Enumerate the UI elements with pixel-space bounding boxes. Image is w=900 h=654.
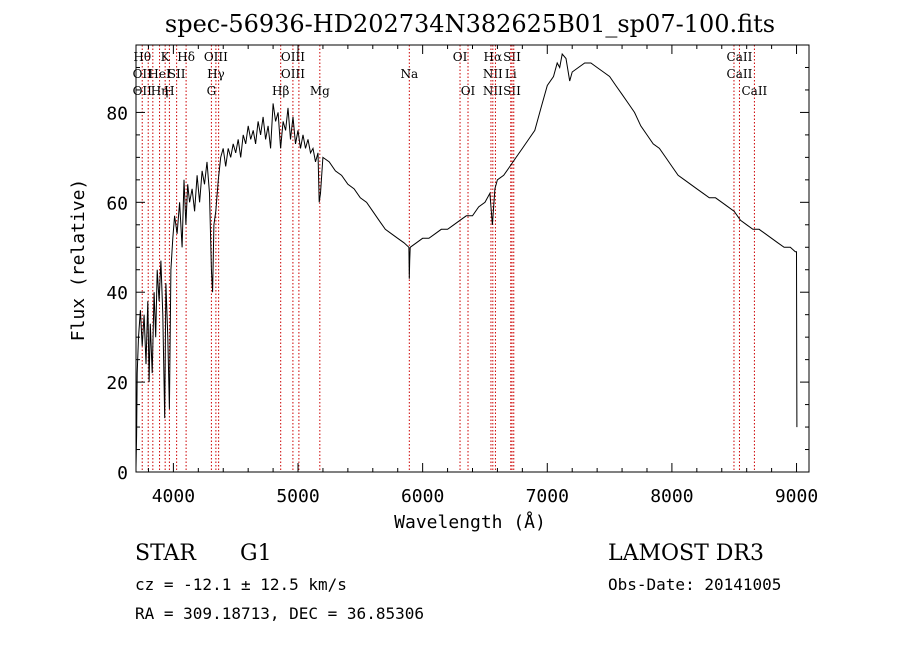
- marker-label: OII: [133, 67, 153, 81]
- plot-frame: [135, 44, 810, 473]
- marker-label: OIII: [281, 67, 305, 81]
- subclass-label: G1: [240, 541, 272, 566]
- y-tick-label: 20: [106, 373, 128, 394]
- x-tick-label: 4000: [152, 486, 195, 507]
- x-tick-label: 7000: [526, 486, 569, 507]
- marker-label: G: [207, 84, 217, 98]
- marker-label: Hθ: [133, 50, 151, 64]
- marker-label: Hη: [151, 84, 169, 98]
- class-label: STAR: [135, 541, 197, 566]
- x-tick-label: 6000: [401, 486, 444, 507]
- marker-label: CaII: [727, 50, 753, 64]
- marker-label: NII: [483, 84, 503, 98]
- y-tick-label: 0: [117, 463, 128, 484]
- marker-label: H: [164, 84, 174, 98]
- y-axis-label: Flux (relative): [68, 179, 89, 342]
- y-axis-ticks: 0 20 40 60 80: [106, 66, 809, 484]
- x-axis-ticks: 4000 5000 6000 7000 8000 9000: [147, 45, 818, 507]
- x-tick-label: 5000: [276, 486, 319, 507]
- redshift-text: cz = -12.1 ± 12.5 km/s: [135, 575, 347, 594]
- marker-label: OIII: [281, 50, 305, 64]
- marker-label: Hδ: [177, 50, 195, 64]
- line-markers: HθOIIOIIHeIHηKHSIIHδGOIIIHγHβOIIIOIIIMgN…: [133, 45, 768, 472]
- marker-label: CaII: [741, 84, 767, 98]
- marker-label: OII: [133, 84, 153, 98]
- marker-label: Hβ: [272, 84, 289, 98]
- marker-label: Na: [400, 67, 418, 81]
- marker-label: Hγ: [207, 67, 225, 81]
- x-tick-label: 8000: [650, 486, 693, 507]
- marker-label: NII: [483, 67, 503, 81]
- marker-label: K: [161, 50, 171, 64]
- chart-title: spec-56936-HD202734N382625B01_sp07-100.f…: [165, 10, 775, 38]
- marker-label: Li: [505, 67, 517, 81]
- y-tick-label: 40: [106, 283, 128, 304]
- marker-label: OI: [461, 84, 476, 98]
- x-axis-label: Wavelength (Å): [394, 511, 546, 533]
- marker-label: SII: [503, 84, 521, 98]
- marker-label: SII: [168, 67, 186, 81]
- x-tick-label: 9000: [775, 486, 818, 507]
- spectrum-line: [135, 52, 798, 468]
- y-tick-label: 80: [106, 103, 128, 124]
- marker-label: Mg: [310, 84, 330, 98]
- marker-label: SII: [503, 50, 521, 64]
- y-tick-label: 60: [106, 193, 128, 214]
- obs-date-text: Obs-Date: 20141005: [608, 575, 781, 594]
- marker-label: CaII: [727, 67, 753, 81]
- marker-label: OIII: [204, 50, 228, 64]
- marker-label: Hα: [484, 50, 503, 64]
- survey-label: LAMOST DR3: [608, 541, 764, 566]
- coords-text: RA = 309.18713, DEC = 36.85306: [135, 604, 424, 623]
- marker-label: OI: [453, 50, 468, 64]
